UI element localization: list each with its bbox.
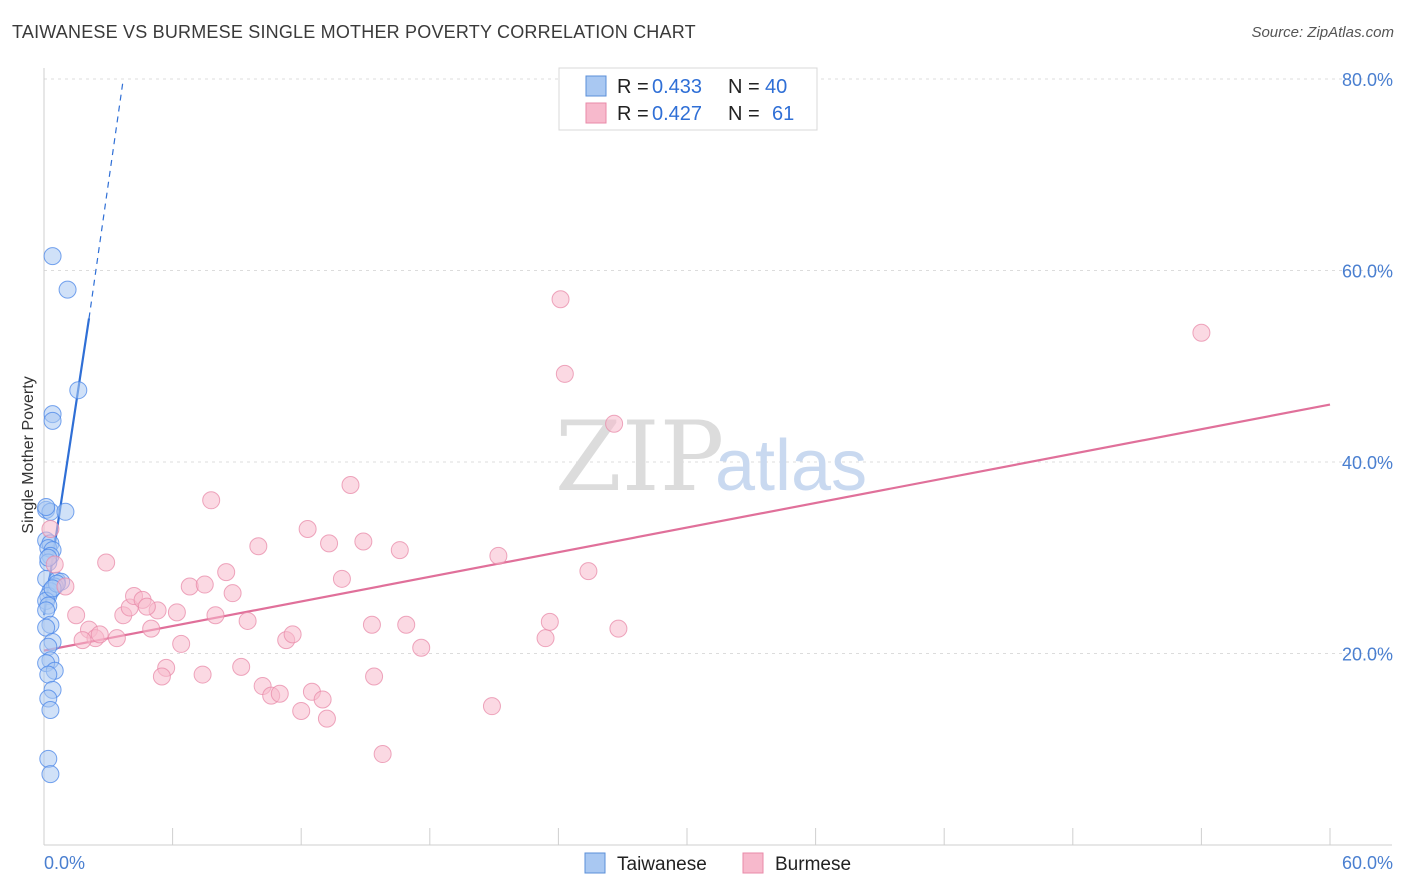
data-point [605, 414, 624, 433]
legend-n-value-1: 40 [765, 76, 787, 98]
data-point [551, 290, 570, 309]
series-taiwanese-points [37, 247, 88, 784]
watermark-atlas: atlas [715, 426, 867, 506]
legend-n-value-2: 61 [772, 103, 794, 125]
data-point [193, 665, 212, 684]
y-tick-labels: 20.0% 40.0% 60.0% 80.0% [1342, 70, 1393, 665]
x-tick-label: 0.0% [44, 853, 85, 873]
data-point [69, 381, 88, 400]
data-point [292, 701, 311, 720]
x-tick-label: 60.0% [1342, 853, 1393, 873]
data-point [37, 498, 56, 517]
data-point [43, 247, 62, 266]
bottom-legend-swatch-taiwanese [584, 852, 606, 874]
bottom-legend-burmese: Burmese [775, 854, 851, 875]
trend-line-extension-taiwanese [88, 78, 124, 319]
legend-n-label-2: N = [728, 103, 760, 125]
data-point [45, 555, 64, 574]
series-burmese-points [41, 290, 1211, 764]
data-point [317, 709, 336, 728]
data-points [37, 247, 1211, 784]
y-tick-label: 60.0% [1342, 262, 1393, 282]
data-point [73, 631, 92, 650]
data-point [320, 534, 339, 553]
data-point [41, 700, 60, 719]
data-point [362, 615, 381, 634]
watermark-zip: ZIP [555, 401, 724, 513]
y-axis-label: Single Mother Poverty [20, 376, 37, 533]
data-point [341, 475, 360, 494]
data-point [555, 364, 574, 383]
data-point [43, 411, 62, 430]
data-point [142, 619, 161, 638]
data-point [238, 611, 257, 630]
data-point [97, 553, 116, 572]
data-point [540, 612, 559, 631]
legend-n-label-1: N = [728, 76, 760, 98]
stats-legend: R = 0.433 N = 40 R = 0.427 N = 61 [558, 67, 818, 131]
trend-lines [42, 78, 1331, 652]
chart-title: TAIWANESE VS BURMESE SINGLE MOTHER POVER… [12, 22, 696, 42]
data-point [298, 520, 317, 539]
data-point [270, 684, 289, 703]
data-point [41, 765, 60, 784]
data-point [283, 625, 302, 644]
legend-swatch-burmese [585, 102, 607, 124]
bottom-legend-taiwanese: Taiwanese [617, 854, 707, 875]
data-point [107, 629, 126, 648]
data-point [313, 690, 332, 709]
data-point [412, 638, 431, 657]
data-point [482, 697, 501, 716]
data-point [67, 606, 86, 625]
data-point [223, 584, 242, 603]
data-point [172, 634, 191, 653]
data-point [90, 625, 109, 644]
trend-line-burmese [43, 403, 1331, 652]
data-point [58, 280, 77, 299]
y-tick-label: 40.0% [1342, 453, 1393, 473]
legend-swatch-taiwanese [585, 75, 607, 97]
data-point [536, 629, 555, 648]
data-point [579, 562, 598, 581]
data-point [332, 569, 351, 588]
data-point [202, 491, 221, 510]
data-point [137, 597, 156, 616]
legend-r-value-1: 0.433 [652, 76, 702, 98]
data-point [206, 606, 225, 625]
legend-r-label-1: R = [617, 76, 649, 98]
data-point [1192, 323, 1211, 342]
data-point [354, 532, 373, 551]
data-point [365, 667, 384, 686]
data-point [167, 603, 186, 622]
data-point [397, 615, 416, 634]
grid [44, 78, 1392, 654]
source-credit: Source: ZipAtlas.com [1251, 24, 1394, 41]
watermark: ZIP atlas [555, 401, 867, 513]
data-point [152, 667, 171, 686]
series-legend: Taiwanese Burmese [584, 852, 851, 875]
data-point [232, 657, 251, 676]
y-tick-label: 80.0% [1342, 70, 1393, 90]
data-point [390, 541, 409, 560]
data-point [609, 619, 628, 638]
data-point [249, 537, 268, 556]
data-point [217, 563, 236, 582]
data-point [489, 546, 508, 565]
data-point [195, 575, 214, 594]
data-point [56, 577, 75, 596]
data-point [56, 502, 75, 521]
legend-r-label-2: R = [617, 103, 649, 125]
data-point [39, 665, 58, 684]
data-point [41, 520, 60, 539]
y-tick-label: 20.0% [1342, 645, 1393, 665]
bottom-legend-swatch-burmese [742, 852, 764, 874]
legend-r-value-2: 0.427 [652, 103, 702, 125]
data-point [39, 749, 58, 768]
data-point [373, 745, 392, 764]
x-tick-labels: 0.0% 60.0% [44, 853, 1393, 873]
data-point [180, 577, 199, 596]
